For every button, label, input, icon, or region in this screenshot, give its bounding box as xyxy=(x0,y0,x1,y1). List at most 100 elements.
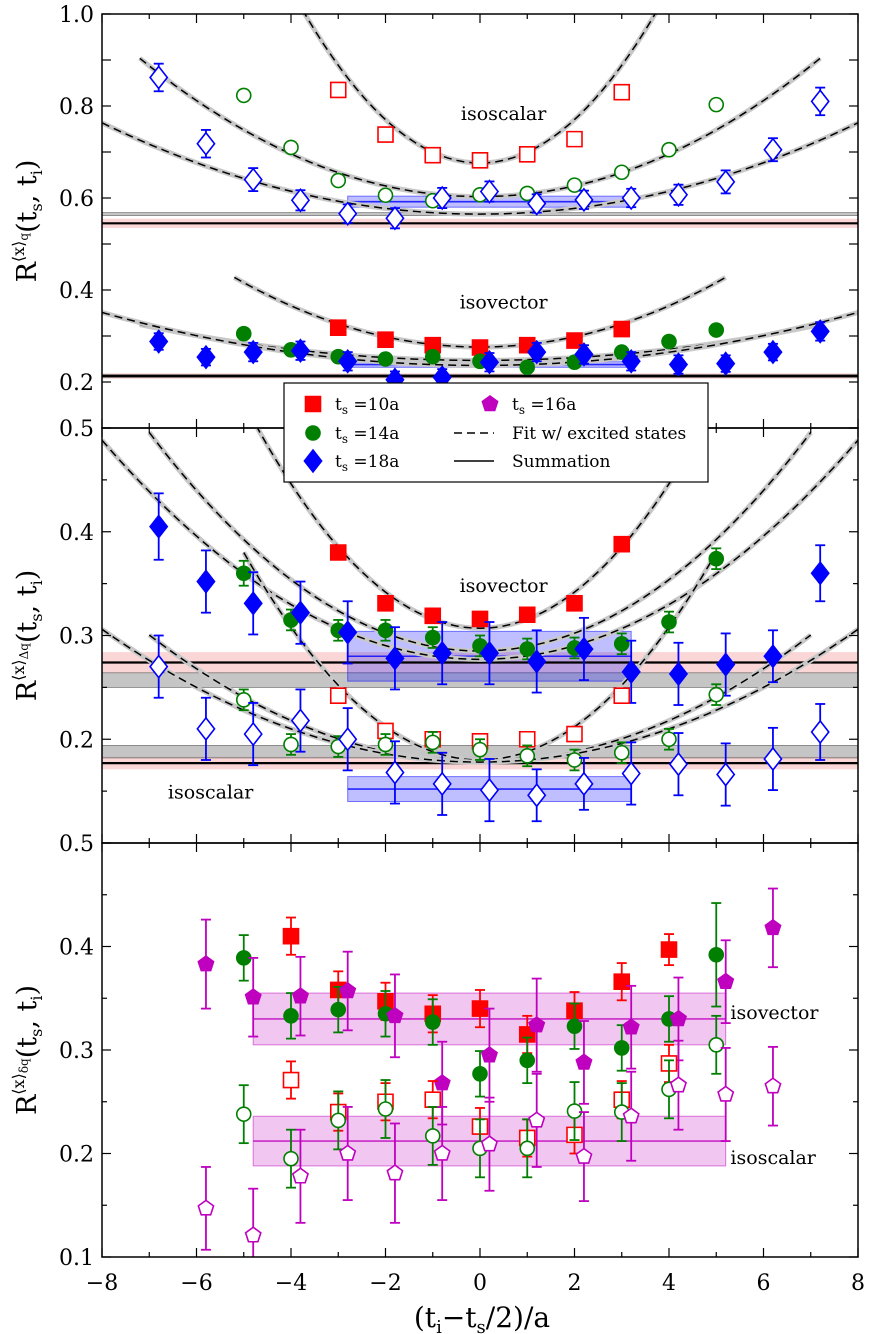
data-point xyxy=(613,164,630,181)
data-point xyxy=(235,87,252,104)
data-point xyxy=(613,973,631,990)
data-point xyxy=(243,167,263,192)
data-point xyxy=(424,734,441,751)
data-point xyxy=(479,349,500,375)
annotation-isoscalar: isoscalar xyxy=(168,781,254,803)
data-point xyxy=(668,352,689,377)
y-tick-label: 0.1 xyxy=(59,1246,94,1271)
y-title-part: , t xyxy=(12,175,43,203)
data-point xyxy=(574,187,594,213)
data-point xyxy=(377,126,394,143)
series-ts-10a-isovector xyxy=(329,535,631,628)
data-point xyxy=(708,686,725,703)
data-point xyxy=(386,1006,404,1024)
data-point xyxy=(527,339,547,365)
data-point xyxy=(432,771,452,797)
fit-curve-isovector-10 xyxy=(256,428,704,629)
data-point xyxy=(621,348,641,374)
data-point xyxy=(424,607,442,625)
data-point xyxy=(518,606,536,624)
x-axis-title: (ti−ts/2)/a xyxy=(414,1301,550,1334)
data-point xyxy=(283,1150,299,1167)
panel-top: isoscalar isovector 0.2 0.4 0.6 0.8 1.0 R⟨x⟩q(t… xyxy=(9,3,859,429)
plot-area-middle xyxy=(102,428,858,823)
data-point xyxy=(622,1107,640,1124)
data-point xyxy=(329,544,347,561)
data-point xyxy=(338,348,358,374)
y-title-part: δq xyxy=(17,1058,31,1073)
x-tick-label: 2 xyxy=(568,1271,582,1296)
data-point xyxy=(235,565,252,582)
data-point xyxy=(566,725,583,743)
data-point xyxy=(424,348,441,365)
data-point xyxy=(329,319,347,337)
y-tick-label: 1.0 xyxy=(59,3,94,28)
x-tick-label: −8 xyxy=(86,1271,118,1296)
data-point xyxy=(472,741,488,758)
y-title-part: s xyxy=(27,1029,46,1037)
data-point xyxy=(290,600,311,625)
data-point xyxy=(763,746,783,772)
data-point xyxy=(668,661,689,687)
data-point xyxy=(764,1077,782,1094)
data-point xyxy=(235,325,252,342)
x-title-mid: −t xyxy=(442,1301,477,1334)
data-point xyxy=(377,595,394,612)
y-title-part: R xyxy=(12,261,43,282)
data-point xyxy=(386,1164,404,1181)
panel-middle: isovector isoscalar 0.2 0.3 0.4 0.5 R⟨x⟩Δq(ts,… xyxy=(9,417,859,844)
x-tick-label: −6 xyxy=(180,1271,212,1296)
data-point xyxy=(377,1101,394,1117)
data-point xyxy=(244,988,262,1005)
data-point xyxy=(479,640,500,666)
series-ts-18a-isovector xyxy=(149,492,830,706)
data-point xyxy=(661,614,677,630)
data-point xyxy=(283,139,299,156)
series-ts-10a-isovector xyxy=(329,319,631,356)
data-point xyxy=(708,1037,725,1053)
data-point xyxy=(668,182,689,208)
data-point xyxy=(197,955,215,972)
data-point xyxy=(613,635,630,652)
y-tick-label: 0.4 xyxy=(59,936,94,961)
fit-curve-isoscalar-18 xyxy=(102,628,858,763)
data-point xyxy=(424,336,442,354)
x-title-sub-s: s xyxy=(477,1317,486,1334)
panel-bottom: isovector isoscalar 0.1 0.2 0.3 0.4 0.5 R⟨x⟩δq(… xyxy=(9,832,859,1271)
data-point xyxy=(432,640,452,666)
y-tick-label: 0.2 xyxy=(59,728,94,753)
data-point xyxy=(472,1066,488,1082)
legend-label: ts =14a xyxy=(335,424,399,446)
y-tick-label: 0.2 xyxy=(59,1143,94,1168)
data-point xyxy=(329,687,347,704)
data-point xyxy=(527,191,547,216)
y-tick-label: 0.3 xyxy=(59,625,94,650)
data-point xyxy=(566,1103,583,1119)
x-title-sub-i: i xyxy=(436,1317,442,1334)
data-point xyxy=(810,560,830,586)
data-point xyxy=(566,130,583,148)
data-point xyxy=(708,96,725,113)
y-tick-label: 0.2 xyxy=(59,371,94,396)
data-point xyxy=(613,83,631,101)
data-point xyxy=(621,659,641,685)
y-axis-title-bottom: R⟨x⟩δq(ts, ti) xyxy=(9,985,46,1115)
data-point xyxy=(424,629,441,646)
data-point xyxy=(480,1046,499,1063)
legend-label: Summation xyxy=(512,452,610,472)
y-title-part: R xyxy=(12,680,43,701)
y-axis-title-middle: R⟨x⟩Δq(ts, ti) xyxy=(9,570,46,702)
legend-marker xyxy=(481,395,499,412)
data-point xyxy=(479,777,500,803)
data-point xyxy=(717,972,735,989)
data-point xyxy=(575,1147,593,1164)
data-point xyxy=(527,649,547,674)
data-point xyxy=(566,752,583,768)
data-point xyxy=(471,610,489,628)
data-point xyxy=(385,646,405,671)
series-ts-14a-isoscalar xyxy=(235,87,725,209)
data-point xyxy=(519,359,536,376)
data-point xyxy=(235,1106,252,1122)
data-point xyxy=(708,322,725,338)
